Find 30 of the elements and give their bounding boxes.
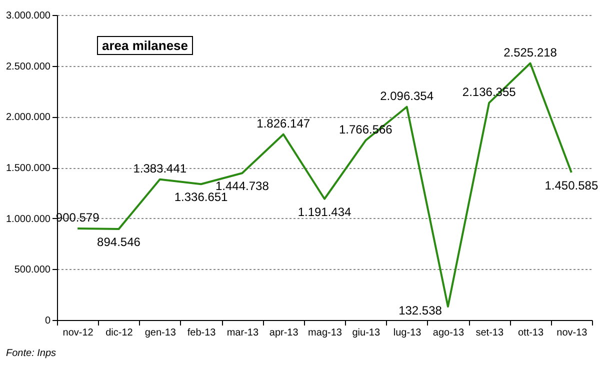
x-tick-label: giu-13 [352,328,380,338]
x-tick-label: gen-13 [144,328,176,338]
x-tick-label: feb-13 [187,328,216,338]
y-tick-label: 2.000.000 [6,112,51,124]
data-label: 1.383.441 [133,161,187,176]
data-label: 1.191.434 [298,204,352,219]
y-tick-label: 1.000.000 [6,214,51,225]
text: area milanese [97,36,194,55]
x-tick-label: lug-13 [393,328,422,338]
x-tick-label: ago-13 [432,328,464,338]
data-label: 2.096.354 [380,88,434,103]
x-tick-label: ott-13 [518,328,544,338]
source-note: Fonte: Inps [6,348,56,359]
y-tick-label: 3.000.000 [6,10,51,22]
y-tick-label: 2.500.000 [6,61,51,72]
data-label: 1.450.585 [544,178,598,193]
data-label: 132.538 [398,304,442,318]
x-tick-label: mag-13 [308,328,342,338]
x-tick-label: mar-13 [226,328,259,338]
data-label: 2.525.218 [504,45,558,60]
x-tick-label: dic-12 [106,328,134,338]
y-tick-label: 1.500.000 [6,163,51,174]
x-tick-label: nov-13 [556,328,588,338]
y-tick-label: 0 [44,316,51,326]
y-tick-label: 500.000 [14,264,51,276]
data-label: 1.826.147 [256,116,310,130]
x-tick-label: nov-12 [62,328,94,338]
x-tick-label: set-13 [476,328,504,338]
x-tick-label: apr-13 [269,328,299,338]
data-label: 894.546 [97,235,141,250]
